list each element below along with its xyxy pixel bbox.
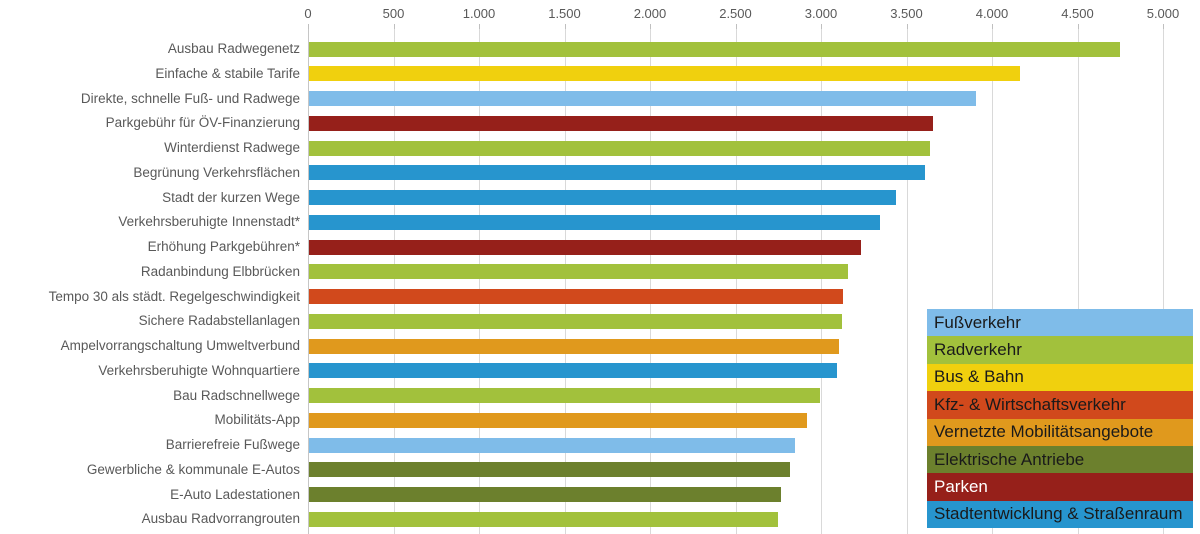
bar bbox=[309, 363, 838, 379]
bar bbox=[309, 462, 790, 478]
gridline bbox=[1163, 29, 1164, 534]
legend-item-label: Radverkehr bbox=[934, 340, 1022, 360]
legend-item-label: Kfz- & Wirtschaftsverkehr bbox=[934, 394, 1126, 414]
legend-item-label: Bus & Bahn bbox=[934, 367, 1024, 387]
x-axis-tick-label: 1.500 bbox=[548, 6, 581, 21]
bar bbox=[309, 239, 862, 255]
category-label: Direkte, schnelle Fuß- und Radwege bbox=[80, 90, 300, 106]
legend-item: Fußverkehr bbox=[927, 309, 1193, 337]
bar bbox=[309, 66, 1021, 82]
category-label: Gewerbliche & kommunale E-Autos bbox=[86, 461, 300, 477]
category-label: Winterdienst Radwege bbox=[164, 140, 300, 156]
legend-item: Bus & Bahn bbox=[927, 363, 1193, 392]
x-axis-tick-label: 3.000 bbox=[804, 6, 838, 21]
legend-item: Kfz- & Wirtschaftsverkehr bbox=[927, 391, 1193, 419]
x-axis-tick-label: 5.000 bbox=[1146, 6, 1180, 21]
axis-tick bbox=[1077, 24, 1079, 29]
category-label: E-Auto Ladestationen bbox=[170, 486, 300, 502]
bar bbox=[309, 264, 848, 280]
axis-tick bbox=[650, 24, 651, 29]
bar bbox=[309, 412, 807, 428]
axis-tick bbox=[1163, 24, 1164, 29]
category-label: Ampelvorrangschaltung Umweltverbund bbox=[60, 338, 300, 354]
category-label: Einfache & stabile Tarife bbox=[155, 65, 300, 81]
gridline bbox=[992, 29, 993, 534]
legend-item-label: Stadtentwicklung & Straßenraum bbox=[934, 504, 1183, 524]
axis-tick bbox=[393, 24, 395, 29]
bar bbox=[309, 165, 925, 181]
bar bbox=[309, 338, 840, 354]
x-axis-tick-label: 3.500 bbox=[890, 6, 923, 21]
category-label: Sichere Radabstellanlagen bbox=[138, 313, 300, 329]
legend: Fußverkehr Radverkehr Bus & Bahn Kfz- & Wir… bbox=[927, 309, 1193, 529]
legend-item: Radverkehr bbox=[927, 336, 1193, 364]
legend-item-label: Fußverkehr bbox=[934, 312, 1021, 332]
legend-item-label: Parken bbox=[934, 477, 988, 497]
x-axis-tick-label: 2.000 bbox=[633, 6, 667, 21]
x-axis-tick-label: 1.000 bbox=[462, 6, 496, 21]
category-label: Begrünung Verkehrsflächen bbox=[133, 164, 300, 180]
axis-tick bbox=[821, 24, 822, 29]
legend-item-label: Elektrische Antriebe bbox=[934, 449, 1085, 469]
category-label: Tempo 30 als städt. Regelgeschwindigkeit bbox=[48, 288, 300, 304]
bar bbox=[309, 487, 781, 503]
gridline bbox=[821, 29, 822, 534]
category-label: Stadt der kurzen Wege bbox=[162, 189, 300, 205]
category-label: Ausbau Radvorrangrouten bbox=[141, 511, 300, 527]
axis-tick bbox=[308, 24, 309, 29]
gridline bbox=[735, 29, 737, 534]
bar bbox=[309, 289, 844, 305]
bar bbox=[309, 41, 1120, 57]
category-label: Bau Radschnellwege bbox=[173, 387, 300, 403]
bar bbox=[309, 388, 821, 404]
gridline bbox=[308, 29, 309, 534]
category-label: Verkehrsberuhigte Innenstadt* bbox=[118, 214, 300, 230]
axis-tick bbox=[735, 24, 737, 29]
category-label: Radanbindung Elbbrücken bbox=[140, 263, 300, 279]
legend-item: Vernetzte Mobilitätsangebote bbox=[927, 418, 1193, 446]
category-label: Ausbau Radwegenetz bbox=[167, 41, 300, 57]
bar bbox=[309, 140, 930, 156]
bar bbox=[309, 313, 842, 329]
legend-item-label: Vernetzte Mobilitätsangebote bbox=[934, 422, 1154, 442]
legend-item: Parken bbox=[927, 473, 1193, 501]
legend-item: Elektrische Antriebe bbox=[927, 445, 1193, 474]
bar bbox=[309, 214, 881, 230]
x-axis-tick-label: 2.500 bbox=[719, 6, 752, 21]
gridline bbox=[564, 29, 566, 534]
category-label: Mobilitäts-App bbox=[214, 412, 300, 428]
category-label: Verkehrsberuhigte Wohnquartiere bbox=[98, 362, 300, 378]
x-axis-tick-label: 4.500 bbox=[1061, 6, 1094, 21]
category-label: Barrierefreie Fußwege bbox=[165, 437, 300, 453]
gridline bbox=[479, 29, 480, 534]
axis-tick bbox=[564, 24, 566, 29]
gridline bbox=[650, 29, 651, 534]
category-label: Erhöhung Parkgebühren* bbox=[147, 239, 300, 255]
bar bbox=[309, 190, 896, 206]
axis-tick bbox=[992, 24, 993, 29]
axis-tick bbox=[479, 24, 480, 29]
x-axis-tick-label: 4.000 bbox=[975, 6, 1009, 21]
category-label: Parkgebühr für ÖV-Finanzierung bbox=[105, 115, 300, 131]
axis-tick bbox=[906, 24, 908, 29]
gridline bbox=[393, 29, 395, 534]
bar bbox=[309, 437, 795, 453]
x-axis-tick-label: 0 bbox=[304, 6, 312, 21]
bar bbox=[309, 91, 976, 107]
bar bbox=[309, 115, 934, 131]
legend-item: Stadtentwicklung & Straßenraum bbox=[927, 500, 1193, 529]
gridline bbox=[1077, 29, 1079, 534]
bar bbox=[309, 511, 778, 527]
x-axis-tick-label: 500 bbox=[382, 6, 405, 21]
gridline bbox=[906, 29, 908, 534]
